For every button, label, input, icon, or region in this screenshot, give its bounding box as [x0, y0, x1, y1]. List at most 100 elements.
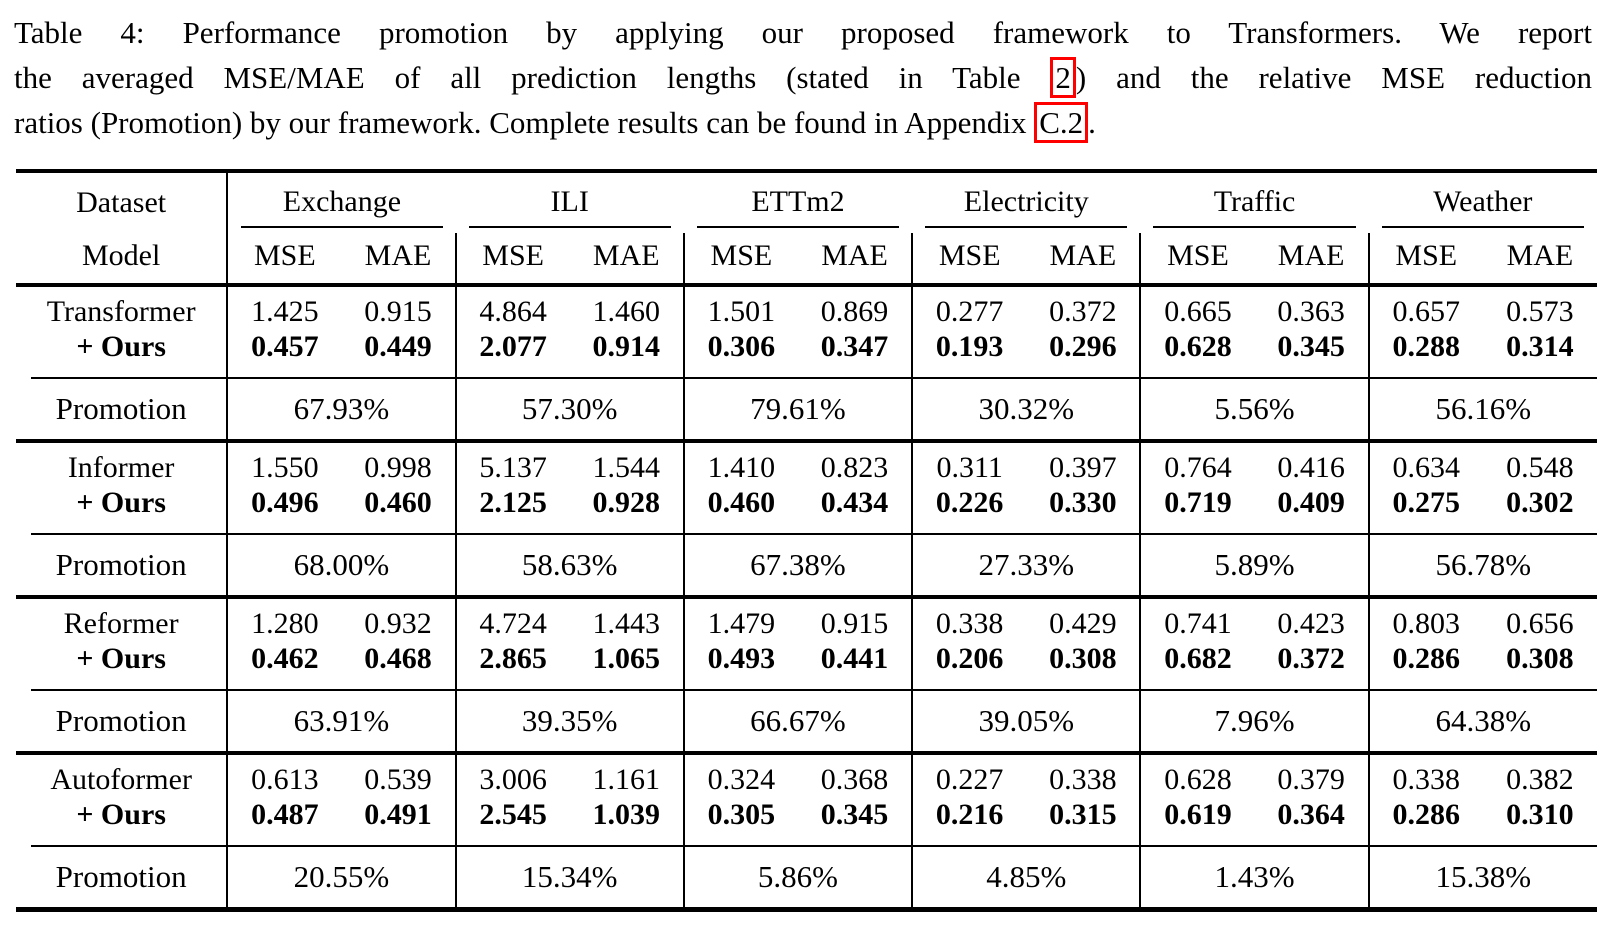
informer-traffic-mae: 0.416 — [1277, 451, 1345, 484]
caption-text-4: ratios (Promotion) by our framework. Com… — [14, 105, 1035, 140]
transformer-promotion-traffic: 5.56% — [1139, 379, 1369, 439]
transformer-ours-electricity-mae: 0.296 — [1049, 330, 1117, 363]
informer-ours-electricity-mse: 0.226 — [911, 485, 1027, 533]
midrule-informer — [16, 533, 1597, 535]
promotion-label-reformer: Promotion — [16, 691, 229, 751]
header-rule — [16, 283, 1597, 287]
transformer-electricity-mae: 0.372 — [1049, 295, 1117, 328]
autoformer-ours-traffic-mae: 0.364 — [1277, 798, 1345, 831]
autoformer-ours-electricity-mse: 0.216 — [911, 797, 1027, 845]
reformer-ours-exchange-mse: 0.462 — [251, 642, 319, 675]
reformer-ettm2-mae: 0.915 — [820, 607, 889, 640]
midrule-autoformer-bar — [31, 845, 1597, 847]
informer-exchange-mae: 0.998 — [364, 451, 432, 484]
header-row-metrics: Model MSE MAE MSE MAE MSE MAE MSE MAE MSE MAE MSE MA… — [16, 233, 1597, 283]
informer-ours-ili-mse: 2.125 — [454, 485, 570, 533]
reformer-ours-ili-mse: 2.865 — [454, 641, 570, 689]
autoformer-weather-mae: 0.382 — [1506, 763, 1574, 796]
reformer-promotion-traffic: 7.96% — [1139, 691, 1369, 751]
cmidrule-traffic — [1153, 226, 1356, 228]
dataset-header-traffic: Traffic — [1213, 185, 1296, 218]
reformer-ours-ettm2-mse: 0.493 — [682, 641, 798, 689]
results-table-body: Dataset Exchange ILI ETTm2 Electricity Traffi… — [16, 169, 1597, 912]
mse-header-traffic: MSE — [1139, 233, 1255, 283]
reformer-electricity-mae: 0.429 — [1049, 607, 1117, 640]
caption-line-3: ratios (Promotion) by our framework. Com… — [14, 100, 1592, 145]
midrule-autoformer-line — [16, 845, 1597, 847]
transformer-ours-exchange-mse: 0.457 — [251, 330, 319, 363]
mae-header-weather: MAE — [1506, 239, 1574, 272]
reformer-exchange-mae: 0.932 — [364, 607, 432, 640]
informer-base-row: Informer 1.550 0.998 5.137 1.544 1.410 0.823 0.… — [16, 443, 1597, 485]
reformer-ettm2-mse: 1.479 — [682, 599, 798, 641]
transformer-exchange-mse: 1.425 — [251, 295, 319, 328]
mse-header-electricity: MSE — [911, 233, 1027, 283]
informer-promotion-traffic: 5.89% — [1139, 535, 1369, 595]
caption-text-5: . — [1088, 105, 1096, 140]
reformer-ours-ili-mae: 1.065 — [592, 642, 661, 675]
autoformer-ours-traffic-mse: 0.619 — [1139, 797, 1255, 845]
informer-promotion-ili: 58.63% — [454, 535, 684, 595]
autoformer-ours-exchange-mae: 0.491 — [364, 798, 432, 831]
autoformer-ours-label: + Ours — [16, 797, 229, 845]
model-label-reformer: Reformer — [16, 599, 229, 641]
mae-header-electricity: MAE — [1049, 239, 1117, 272]
mae-header-exchange: MAE — [364, 239, 432, 272]
reformer-ours-traffic-mse: 0.682 — [1139, 641, 1255, 689]
autoformer-ours-weather-mae: 0.310 — [1506, 798, 1574, 831]
autoformer-promotion-ili: 15.34% — [454, 847, 684, 907]
reformer-ours-label: + Ours — [16, 641, 229, 689]
informer-ours-exchange-mae: 0.460 — [364, 486, 432, 519]
informer-exchange-mse: 1.550 — [251, 451, 319, 484]
autoformer-promotion-ettm2: 5.86% — [682, 847, 913, 907]
dataset-corner-label: Dataset — [16, 173, 229, 233]
table-2-link[interactable]: 2 — [1050, 57, 1076, 98]
midrule-transformer — [16, 377, 1597, 379]
caption-text-1: Table 4: Performance promotion by applyi… — [14, 15, 1592, 50]
dataset-header-exchange: Exchange — [282, 185, 402, 218]
reformer-promotion-exchange: 63.91% — [293, 703, 390, 738]
transformer-ours-weather-mae: 0.314 — [1506, 330, 1574, 363]
reformer-traffic-mae: 0.423 — [1277, 607, 1345, 640]
reformer-ours-ettm2-mae: 0.441 — [820, 642, 889, 675]
transformer-ili-mae: 1.460 — [592, 295, 661, 328]
autoformer-promotion-row: Promotion 20.55% 15.34% 5.86% 4.85% 1.43% 15.3… — [16, 847, 1597, 907]
autoformer-ours-row: + Ours 0.487 0.491 2.545 1.039 0.305 0.345 0.21… — [16, 797, 1597, 845]
midrule-informer-line — [16, 533, 1597, 535]
cmidrule-electricity — [925, 226, 1128, 228]
transformer-ours-ettm2-mse: 0.306 — [682, 329, 798, 377]
transformer-ours-ettm2-mae: 0.347 — [820, 330, 889, 363]
dataset-header-electricity: Electricity — [963, 185, 1089, 218]
table-caption: Table 4: Performance promotion by applyi… — [14, 10, 1592, 145]
informer-traffic-mse: 0.764 — [1139, 443, 1255, 485]
informer-weather-mae: 0.548 — [1506, 451, 1574, 484]
autoformer-ili-mae: 1.161 — [592, 763, 661, 796]
cmidrule-ili — [468, 226, 671, 228]
informer-ours-ettm2-mae: 0.434 — [820, 486, 889, 519]
autoformer-promotion-weather: 15.38% — [1367, 847, 1597, 907]
block-rule-informer-line — [16, 595, 1597, 599]
model-corner-label: Model — [16, 233, 229, 283]
transformer-ours-ili-mae: 0.914 — [592, 330, 661, 363]
reformer-electricity-mse: 0.338 — [911, 599, 1027, 641]
appendix-c2-link[interactable]: C.2 — [1034, 102, 1089, 143]
reformer-promotion-electricity: 39.05% — [911, 691, 1141, 751]
promotion-label-autoformer: Promotion — [16, 847, 229, 907]
model-label-transformer: Transformer — [16, 287, 229, 329]
reformer-ili-mse: 4.724 — [454, 599, 570, 641]
autoformer-promotion-traffic: 1.43% — [1139, 847, 1369, 907]
midrule-reformer — [16, 689, 1597, 691]
transformer-ours-traffic-mae: 0.345 — [1277, 330, 1345, 363]
midrule-autoformer — [16, 845, 1597, 847]
autoformer-ours-ili-mae: 1.039 — [592, 798, 661, 831]
reformer-ours-electricity-mse: 0.206 — [911, 641, 1027, 689]
reformer-promotion-row: Promotion 63.91% 39.35% 66.67% 39.05% 7.96% 64… — [16, 691, 1597, 751]
autoformer-ettm2-mae: 0.368 — [820, 763, 889, 796]
mse-header-ettm2: MSE — [682, 233, 798, 283]
informer-ours-ili-mae: 0.928 — [592, 486, 661, 519]
model-label-informer: Informer — [16, 443, 229, 485]
transformer-promotion-electricity: 30.32% — [911, 379, 1141, 439]
transformer-ours-exchange-mae: 0.449 — [364, 330, 432, 363]
block-rule-reformer — [16, 751, 1597, 755]
transformer-ours-ili-mse: 2.077 — [454, 329, 570, 377]
